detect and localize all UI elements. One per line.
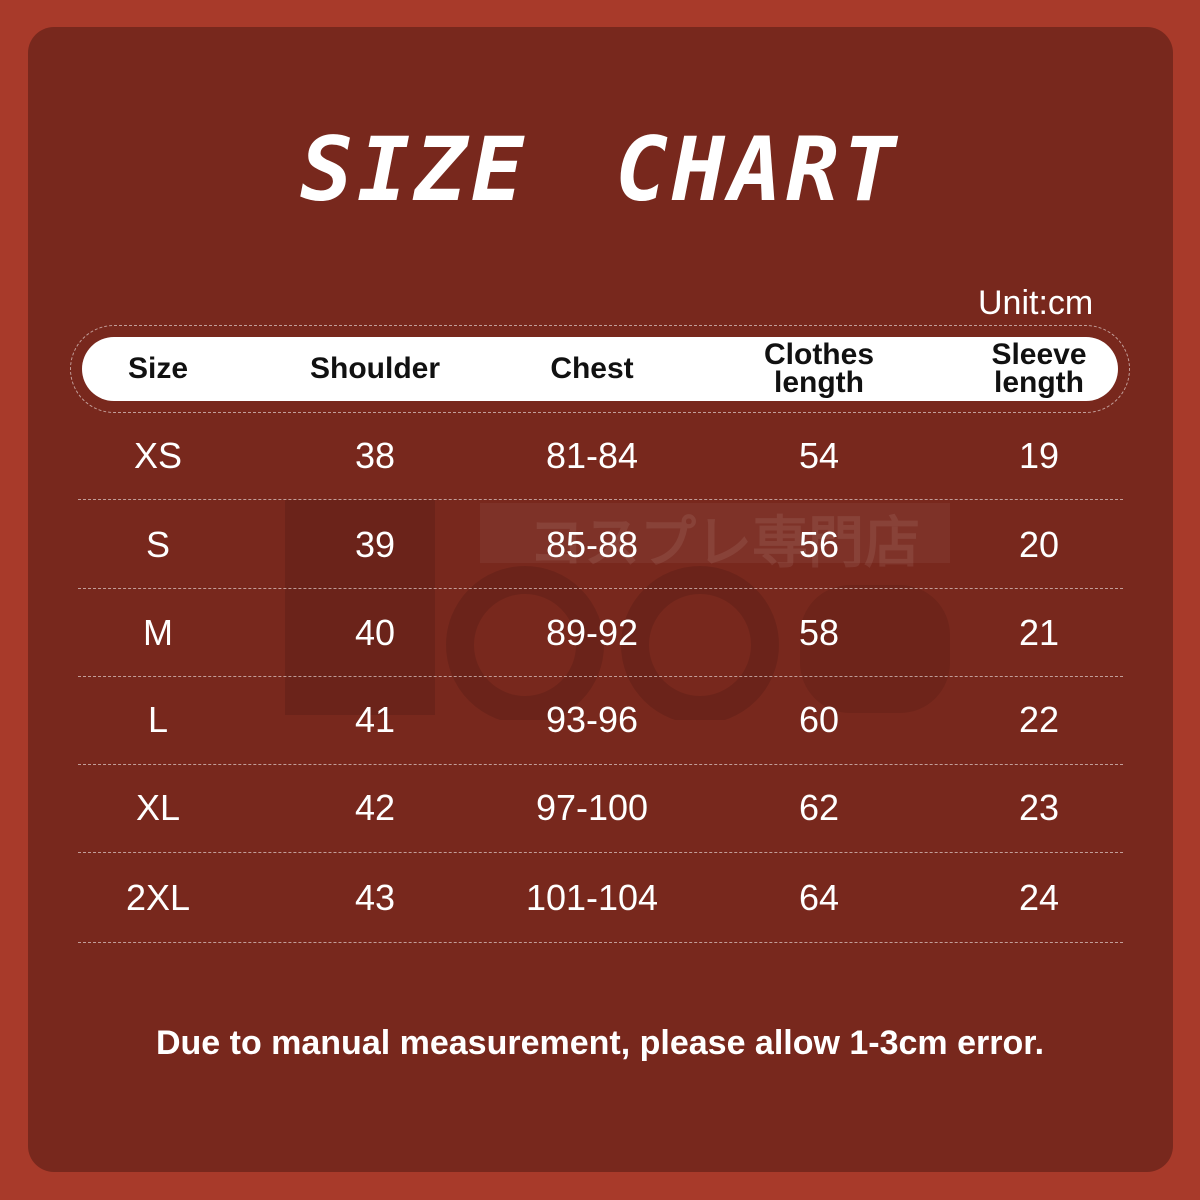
column-header: Chest xyxy=(550,352,634,385)
column-header-line: Size xyxy=(127,352,189,385)
table-cell: 89-92 xyxy=(545,612,639,653)
table-cell: 21 xyxy=(1018,612,1060,653)
table-cell: 93-96 xyxy=(545,699,639,740)
table-header xyxy=(82,337,1118,401)
row-divider xyxy=(78,764,1123,765)
column-header-line: Clothes xyxy=(763,338,875,371)
table-cell: XS xyxy=(133,435,183,476)
table-cell: 22 xyxy=(1018,699,1060,740)
table-cell: 54 xyxy=(798,435,840,476)
row-divider xyxy=(78,942,1123,943)
table-cell: 24 xyxy=(1018,877,1060,918)
row-divider xyxy=(78,852,1123,853)
column-header-line: length xyxy=(773,366,864,399)
table-cell: 43 xyxy=(354,877,396,918)
table-cell: 40 xyxy=(354,612,396,653)
unit-label: Unit:cm xyxy=(978,284,1094,322)
column-header-line: Shoulder xyxy=(309,352,441,385)
table-cell: 23 xyxy=(1018,787,1060,828)
page-title: SIZE CHART xyxy=(300,118,900,221)
row-divider xyxy=(78,676,1123,677)
table-cell: 62 xyxy=(798,787,840,828)
table-cell: 56 xyxy=(798,524,840,565)
table-cell: 20 xyxy=(1018,524,1060,565)
column-header: Size xyxy=(127,352,189,385)
table-cell: 2XL xyxy=(125,877,191,918)
column-header-line: length xyxy=(994,366,1084,399)
column-header: Sleeve length xyxy=(991,338,1087,399)
row-divider xyxy=(78,588,1123,589)
table-cell: 38 xyxy=(354,435,396,476)
table-cell: 58 xyxy=(798,612,840,653)
row-divider xyxy=(78,499,1123,500)
footer-note: Due to manual measurement, please allow … xyxy=(155,1024,1045,1062)
logo-watermark xyxy=(285,500,950,720)
table-cell: 42 xyxy=(354,787,396,828)
column-header: Shoulder xyxy=(309,352,441,385)
column-header-line: Chest xyxy=(550,352,634,385)
table-cell: 41 xyxy=(354,699,396,740)
table-cell: 39 xyxy=(354,524,396,565)
table-cell: 81-84 xyxy=(545,435,639,476)
header-outline xyxy=(70,325,1130,413)
table-cell: M xyxy=(143,612,173,653)
table-cell: 19 xyxy=(1018,435,1060,476)
table-cell: 85-88 xyxy=(545,524,639,565)
table-cell: 97-100 xyxy=(535,787,649,828)
table-cell: XL xyxy=(135,787,181,828)
table-cell: 101-104 xyxy=(525,877,659,918)
table-cell: S xyxy=(145,524,171,565)
table-cell: 64 xyxy=(798,877,840,918)
table-cell: 60 xyxy=(798,699,840,740)
table-cell: L xyxy=(147,699,169,740)
column-header: Clothes length xyxy=(763,338,875,399)
chart-panel xyxy=(28,27,1173,1172)
column-header-line: Sleeve xyxy=(991,338,1087,371)
